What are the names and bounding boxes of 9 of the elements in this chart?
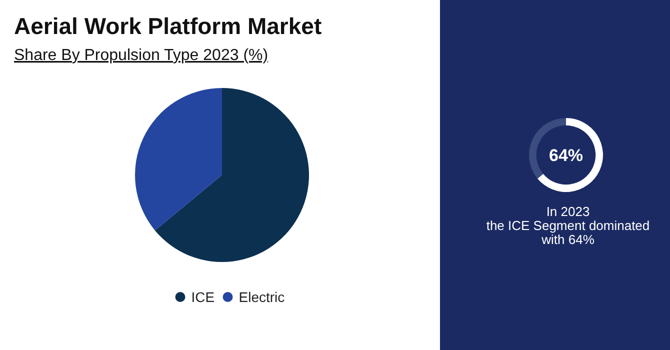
pie-slice bbox=[135, 88, 222, 230]
text: In 2023 the ICE Segment dominated with 64% bbox=[486, 204, 650, 247]
legend-label: Electric bbox=[238, 289, 285, 305]
pie-slice bbox=[154, 88, 309, 262]
text: 64% bbox=[548, 146, 584, 165]
chart-subtitle: Share By Propulsion Type 2023 (%) bbox=[14, 47, 268, 64]
donut-slice bbox=[537, 118, 603, 192]
legend-label: ICE bbox=[191, 289, 215, 305]
chart-title: Aerial Work Platform Market bbox=[14, 13, 322, 39]
